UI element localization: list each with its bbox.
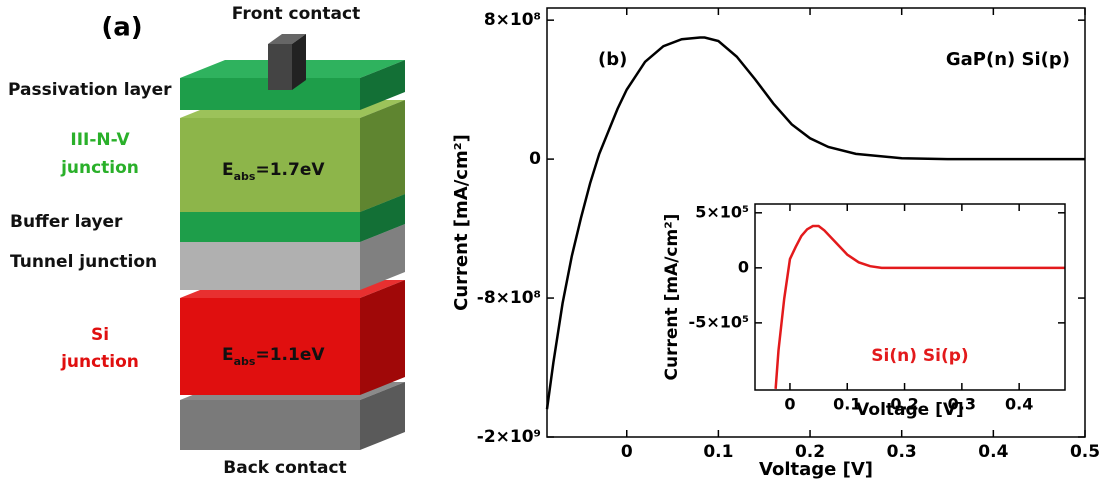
top-junction-label: III-N-V (70, 130, 130, 150)
tunnel-side (360, 224, 405, 290)
tunnel-layer (180, 242, 360, 290)
plot-frame (754, 203, 1066, 391)
energy-sub: abs (234, 355, 256, 368)
x-tick-label: 0 (621, 442, 633, 462)
data-line (774, 224, 1065, 389)
device-stack (180, 34, 405, 450)
energy-value: =1.1eV (255, 345, 325, 365)
y-axis-label: Current [mA/cm²] (451, 134, 472, 311)
x-tick-label: 0.5 (1070, 442, 1100, 462)
buffer-side (360, 194, 405, 242)
x-tick-label: 0.1 (703, 442, 733, 462)
annotation: (b) (598, 49, 627, 70)
y-tick-label: 0 (529, 149, 541, 169)
y-tick-label: 8×10⁸ (484, 10, 541, 30)
x-tick-label: 0 (784, 395, 795, 414)
annotation: GaP(n) Si(p) (946, 49, 1070, 70)
energy-value: =1.7eV (255, 160, 325, 180)
back-contact-label: Back contact (223, 458, 346, 478)
front-contact-side (292, 34, 306, 90)
tunnel-label: Tunnel junction (10, 252, 157, 272)
energy-sub: abs (234, 170, 256, 183)
x-tick-label: 0.3 (887, 442, 917, 462)
buffer-label: Buffer layer (10, 212, 123, 232)
back-contact-side (360, 382, 405, 450)
plot-frame (546, 7, 1086, 438)
bottom-energy: Eabs=1.1eV (222, 345, 325, 368)
x-axis-label: Voltage [V] (856, 400, 964, 420)
energy-symbol: E (222, 160, 234, 180)
bottom-junction-label: junction (60, 352, 139, 372)
x-tick-label: 0.1 (833, 395, 861, 414)
x-tick-label: 0.2 (890, 395, 918, 414)
annotation: Si(n) Si(p) (871, 346, 968, 366)
passivation-side (360, 60, 405, 110)
top-junction-label: junction (60, 158, 139, 178)
bottom-junction-label: Si (91, 325, 109, 345)
y-tick-label: -2×10⁹ (477, 427, 541, 447)
x-axis-label: Voltage [V] (759, 459, 873, 480)
inset-background (755, 204, 1065, 390)
x-tick-label: 0.2 (795, 442, 825, 462)
passivation-label: Passivation layer (8, 80, 172, 100)
y-axis-label: Current [mA/cm²] (662, 214, 682, 381)
energy-symbol: E (222, 345, 234, 365)
y-tick-label: 0 (738, 257, 749, 276)
front-contact (268, 44, 292, 90)
buffer-layer (180, 212, 360, 242)
back-contact-layer (180, 400, 360, 450)
top-energy: Eabs=1.7eV (222, 160, 325, 183)
front-contact-label: Front contact (232, 4, 360, 24)
y-tick-label: -5×10⁵ (689, 312, 749, 331)
iiinv-layer (180, 118, 360, 212)
x-tick-label: 0.4 (978, 442, 1008, 462)
si-side (360, 280, 405, 395)
x-tick-label: 0.3 (948, 395, 976, 414)
x-tick-label: 0.4 (1005, 395, 1033, 414)
si-layer (180, 298, 360, 395)
front-contact-top (268, 34, 306, 44)
panel-label: (a) (101, 13, 142, 43)
iiinv-side (360, 100, 405, 212)
data-line (545, 36, 1085, 410)
y-tick-label: -8×10⁸ (477, 288, 541, 308)
y-tick-label: 5×10⁵ (695, 202, 749, 221)
